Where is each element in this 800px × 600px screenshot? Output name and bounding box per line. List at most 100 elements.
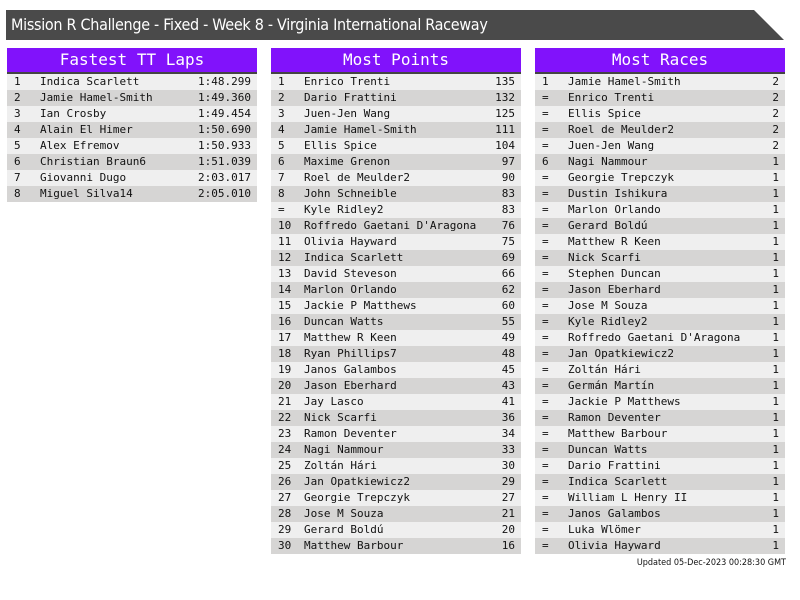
position: =: [542, 219, 549, 232]
value: 1: [772, 283, 779, 296]
position: =: [542, 443, 549, 456]
table-row: 2 Jamie Hamel-Smith 1:49.360: [7, 90, 257, 106]
value: 135: [495, 75, 515, 88]
table-row: = Ellis Spice 2: [535, 106, 785, 122]
driver-name: Jan Opatkiewicz2: [304, 475, 410, 488]
value: 1: [772, 155, 779, 168]
value: 21: [501, 507, 515, 520]
driver-name: Alex Efremov: [40, 139, 120, 152]
driver-name: Roffredo Gaetani D'Aragona: [304, 219, 477, 232]
value: 1: [772, 411, 779, 424]
driver-name: Giovanni Dugo: [40, 171, 127, 184]
position: =: [542, 171, 549, 184]
table-row: = Jackie P Matthews 1: [535, 394, 785, 410]
driver-name: Stephen Duncan: [568, 267, 661, 280]
value: 83: [501, 187, 515, 200]
position: =: [542, 315, 549, 328]
position: =: [542, 491, 549, 504]
driver-name: Nagi Nammour: [304, 443, 384, 456]
table-row: 7 Giovanni Dugo 2:03.017: [7, 170, 257, 186]
table-row: = Dustin Ishikura 1: [535, 186, 785, 202]
value: 97: [501, 155, 515, 168]
table-row: 1 Jamie Hamel-Smith 2: [535, 74, 785, 90]
panel-header: Most Points: [271, 48, 521, 74]
position: 1: [278, 75, 285, 88]
table-row: 16 Duncan Watts 55: [271, 314, 521, 330]
value: 34: [501, 427, 515, 440]
table-row: 28 Jose M Souza 21: [271, 506, 521, 522]
table-row: = Olivia Hayward 1: [535, 538, 785, 554]
position: 28: [278, 507, 292, 520]
position: 29: [278, 523, 292, 536]
table-row: 4 Jamie Hamel-Smith 111: [271, 122, 521, 138]
driver-name: Jason Eberhard: [304, 379, 397, 392]
driver-name: Roffredo Gaetani D'Aragona: [568, 331, 741, 344]
table-row: 3 Ian Crosby 1:49.454: [7, 106, 257, 122]
driver-name: William L Henry II: [568, 491, 688, 504]
value: 1: [772, 491, 779, 504]
driver-name: Matthew Barbour: [568, 427, 668, 440]
table-row: = Marlon Orlando 1: [535, 202, 785, 218]
position: 6: [542, 155, 549, 168]
value: 2: [772, 107, 779, 120]
panel-header: Most Races: [535, 48, 785, 74]
position: =: [542, 347, 549, 360]
position: =: [542, 475, 549, 488]
value: 60: [501, 299, 515, 312]
position: 15: [278, 299, 292, 312]
table-row: = Enrico Trenti 2: [535, 90, 785, 106]
driver-name: Miguel Silva14: [40, 187, 133, 200]
table-row: = Ramon Deventer 1: [535, 410, 785, 426]
table-row: 17 Matthew R Keen 49: [271, 330, 521, 346]
position: 25: [278, 459, 292, 472]
table-body: 1 Indica Scarlett 1:48.299 2 Jamie Hamel…: [7, 74, 257, 202]
value: 1: [772, 251, 779, 264]
driver-name: Indica Scarlett: [304, 251, 404, 264]
position: =: [542, 299, 549, 312]
table-row: = Luka Wlömer 1: [535, 522, 785, 538]
driver-name: Gerard Boldú: [568, 219, 648, 232]
table-row: 2 Dario Frattini 132: [271, 90, 521, 106]
driver-name: Olivia Hayward: [568, 539, 661, 552]
driver-name: Marlon Orlando: [304, 283, 397, 296]
driver-name: Alain El Himer: [40, 123, 133, 136]
table-row: = Gerard Boldú 1: [535, 218, 785, 234]
table-row: = Kyle Ridley2 83: [271, 202, 521, 218]
driver-name: Juen-Jen Wang: [304, 107, 391, 120]
position: 22: [278, 411, 292, 424]
position: 21: [278, 395, 292, 408]
value: 27: [501, 491, 515, 504]
driver-name: Jackie P Matthews: [568, 395, 681, 408]
value: 29: [501, 475, 515, 488]
value: 1: [772, 331, 779, 344]
fastest-tt-laps-panel: Fastest TT Laps 1 Indica Scarlett 1:48.2…: [7, 48, 257, 202]
value: 66: [501, 267, 515, 280]
value: 1: [772, 171, 779, 184]
position: 3: [278, 107, 285, 120]
panel-header: Fastest TT Laps: [7, 48, 257, 74]
table-row: = Roel de Meulder2 2: [535, 122, 785, 138]
value: 1:51.039: [198, 155, 251, 168]
position: 1: [542, 75, 549, 88]
driver-name: Christian Braun6: [40, 155, 146, 168]
value: 45: [501, 363, 515, 376]
value: 2: [772, 75, 779, 88]
driver-name: Dustin Ishikura: [568, 187, 668, 200]
driver-name: Jamie Hamel-Smith: [40, 91, 153, 104]
driver-name: Marlon Orlando: [568, 203, 661, 216]
position: 6: [278, 155, 285, 168]
table-row: 29 Gerard Boldú 20: [271, 522, 521, 538]
value: 1: [772, 363, 779, 376]
value: 104: [495, 139, 515, 152]
value: 2: [772, 123, 779, 136]
value: 2: [772, 91, 779, 104]
position: 19: [278, 363, 292, 376]
table-row: 13 David Steveson 66: [271, 266, 521, 282]
table-row: 6 Nagi Nammour 1: [535, 154, 785, 170]
position: 30: [278, 539, 292, 552]
value: 76: [501, 219, 515, 232]
position: 8: [278, 187, 285, 200]
position: 18: [278, 347, 292, 360]
value: 62: [501, 283, 515, 296]
table-row: 10 Roffredo Gaetani D'Aragona 76: [271, 218, 521, 234]
